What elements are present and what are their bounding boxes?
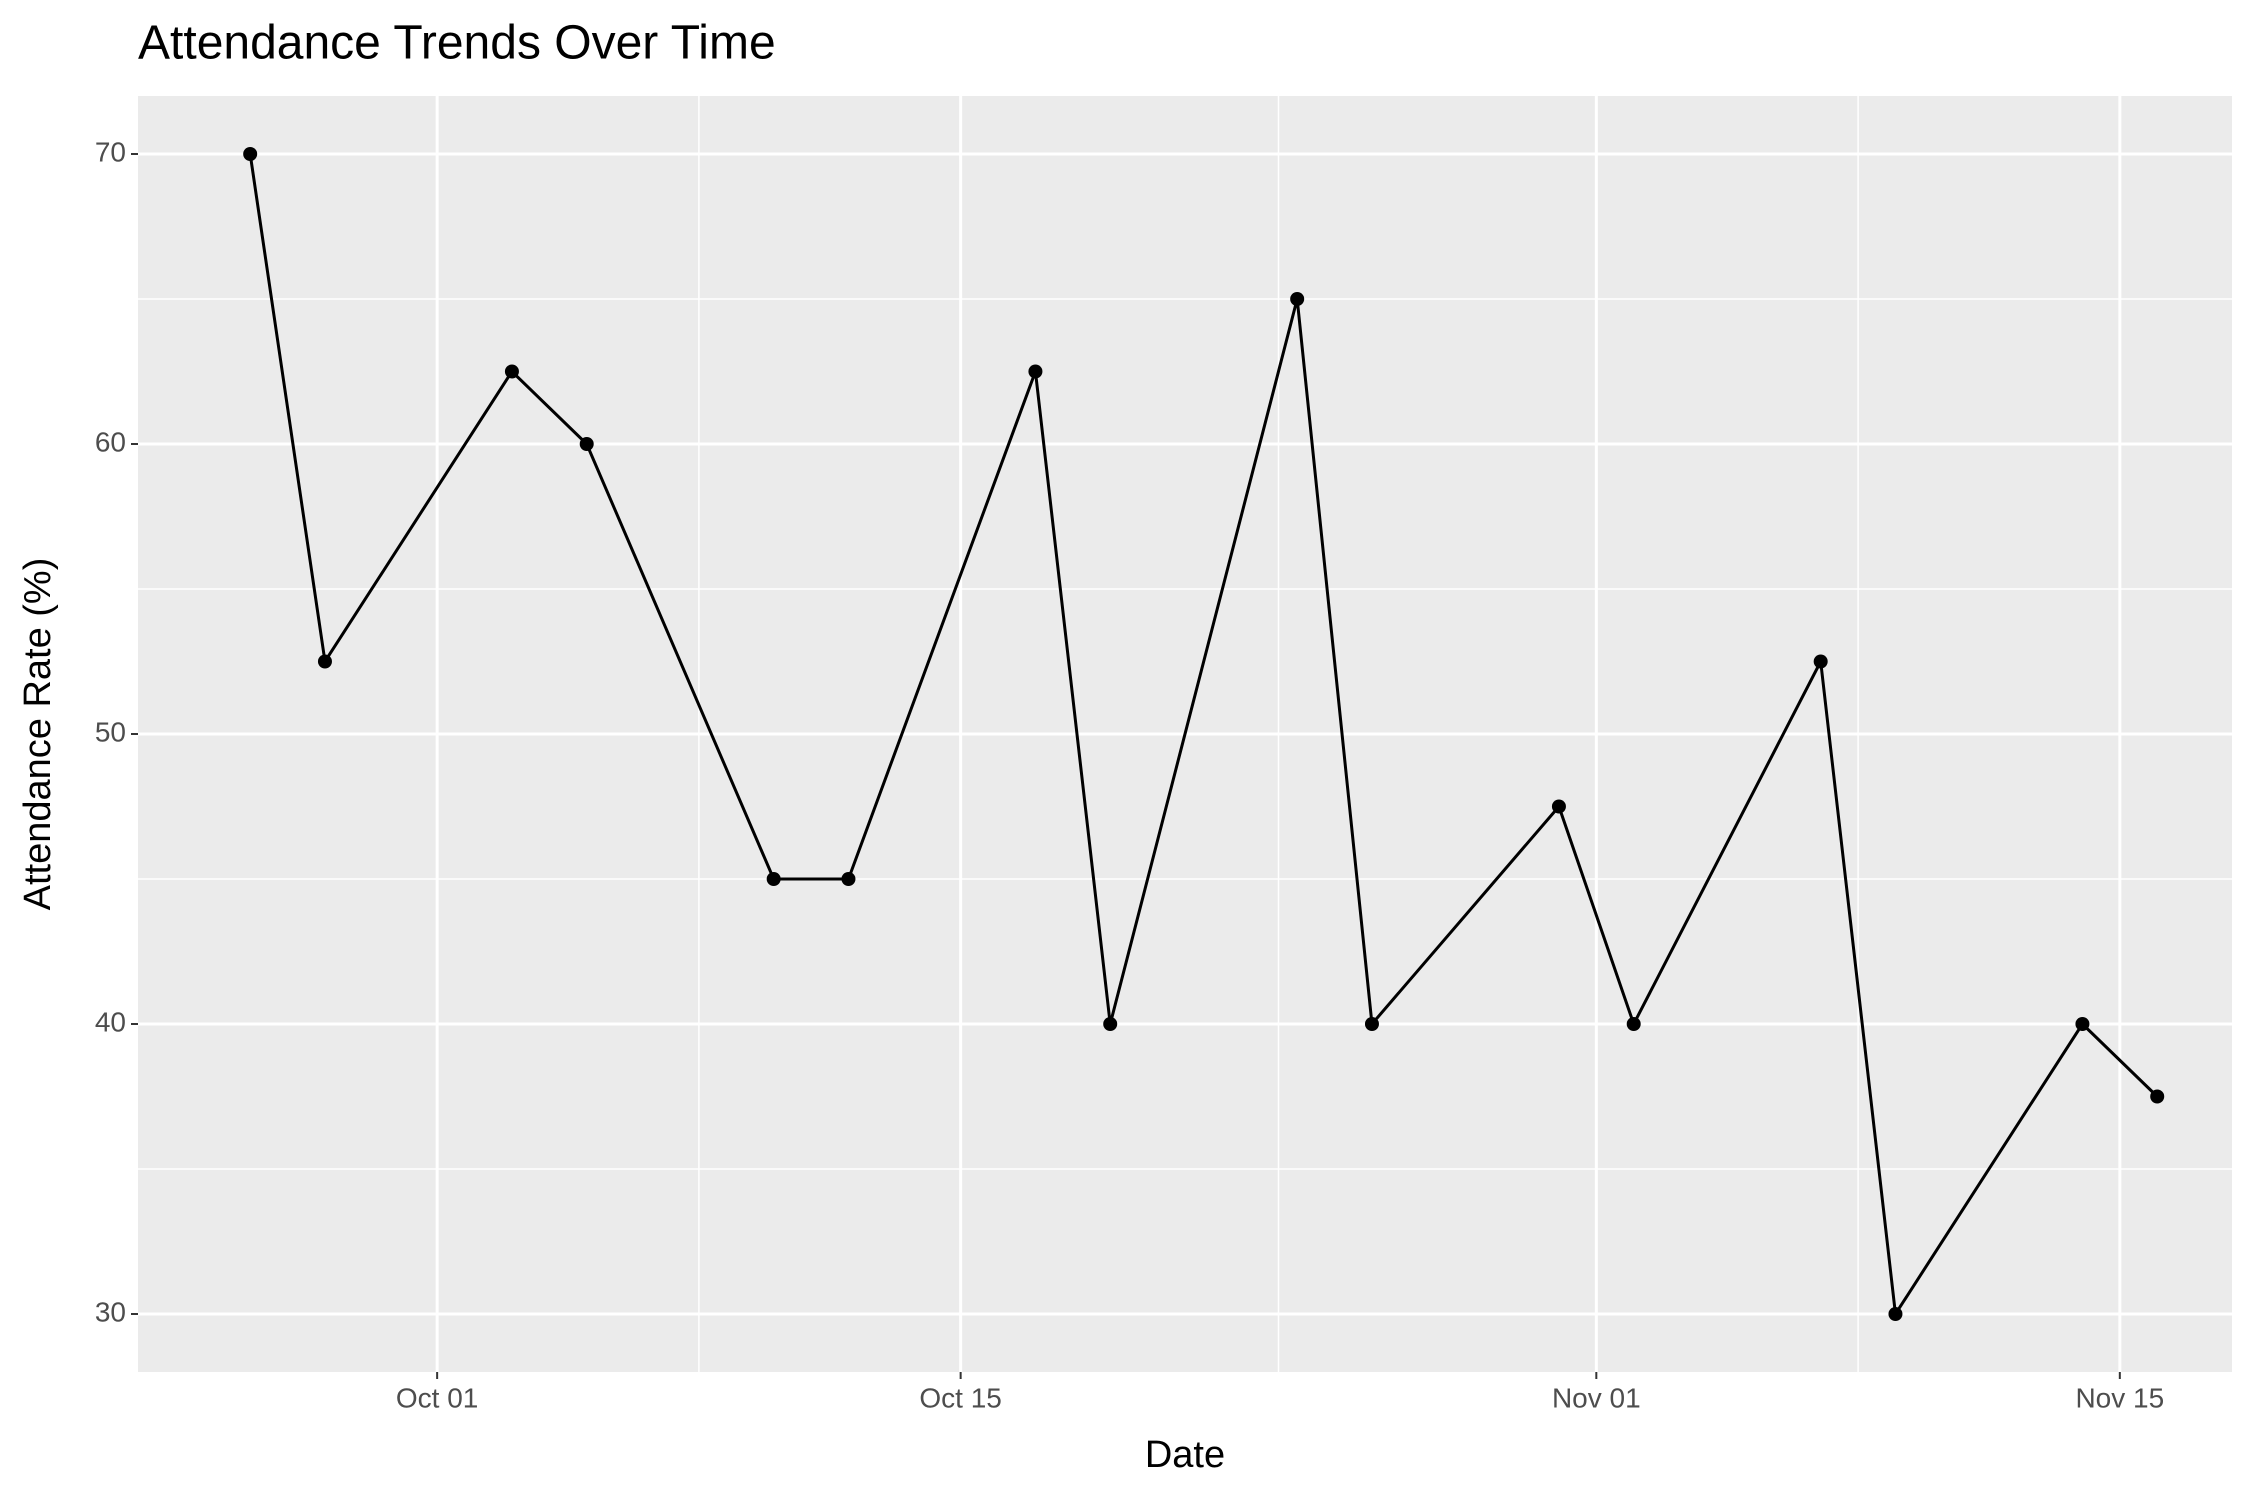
data-point <box>317 654 332 669</box>
data-point <box>1888 1307 1903 1321</box>
x-tick-label: Oct 15 <box>919 1382 1001 1413</box>
y-tick-label: 30 <box>95 1296 126 1327</box>
x-tick-label: Nov 01 <box>1552 1382 1641 1413</box>
data-point <box>1551 799 1566 814</box>
y-tick-label: 40 <box>95 1006 126 1037</box>
data-point <box>1364 1017 1379 1031</box>
data-point <box>1103 1017 1118 1031</box>
y-tick-label: 70 <box>95 136 126 167</box>
data-point <box>243 147 258 161</box>
data-point <box>841 872 856 886</box>
data-point <box>1626 1017 1641 1031</box>
data-point <box>1290 292 1305 306</box>
y-tick-label: 60 <box>95 426 126 457</box>
data-point <box>1813 654 1828 669</box>
data-point <box>579 437 594 451</box>
x-tick-label: Nov 15 <box>2075 1382 2164 1413</box>
chart-title: Attendance Trends Over Time <box>138 17 776 70</box>
data-line <box>248 153 2159 1319</box>
x-tick-label: Oct 01 <box>396 1382 478 1413</box>
x-axis-title: Date <box>1145 1434 1225 1476</box>
data-point <box>2150 1089 2165 1104</box>
y-axis-title: Attendance Rate (%) <box>17 558 59 911</box>
data-point <box>2075 1017 2090 1031</box>
data-point <box>504 364 519 379</box>
data-point <box>766 872 781 886</box>
data-point <box>1028 364 1043 379</box>
y-tick-label: 50 <box>95 716 126 747</box>
